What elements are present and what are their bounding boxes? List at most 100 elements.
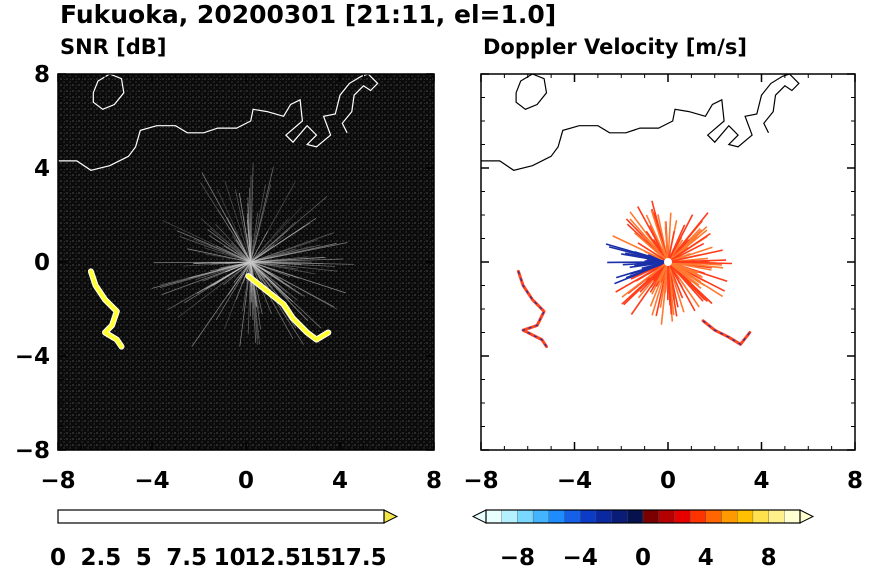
clutter-ray — [162, 220, 251, 263]
clutter-ray — [250, 229, 289, 263]
colorbar-swatch — [627, 509, 644, 524]
clutter-ray — [621, 261, 669, 298]
clutter-ray — [247, 203, 252, 263]
colorbar-tick-label: 15 — [299, 545, 331, 570]
clutter-ray — [250, 261, 300, 294]
colorbar-tick-label: 8 — [761, 545, 777, 570]
clutter-ray — [250, 261, 288, 294]
colorbar-swatch — [485, 509, 503, 524]
clutter-ray — [242, 215, 252, 263]
clutter-ray — [153, 261, 251, 264]
colorbar-swatch — [501, 509, 519, 524]
clutter-ray — [250, 261, 294, 339]
clutter-ray — [217, 209, 252, 263]
clutter-ray — [250, 261, 291, 277]
clutter-ray — [250, 261, 338, 272]
clutter-ray — [247, 197, 252, 263]
clutter-ray — [250, 261, 298, 301]
clutter-ray — [643, 261, 669, 265]
clutter-ray — [246, 213, 252, 263]
colorbar-swatch — [611, 509, 628, 524]
colorbar-tick-label: 12.5 — [244, 545, 301, 570]
clutter-ray — [250, 261, 260, 315]
clutter-ray — [667, 261, 703, 279]
colorbar-swatch — [674, 509, 691, 524]
clutter-ray — [637, 242, 669, 263]
clutter-ray — [250, 231, 269, 263]
colorbar-swatch — [595, 509, 613, 524]
clutter-ray — [211, 261, 251, 265]
colorbar-swatch — [532, 509, 550, 524]
clutter-ray — [195, 261, 251, 264]
clutter-ray — [242, 261, 252, 284]
x-tick-label: −8 — [40, 468, 75, 494]
clutter-ray — [250, 184, 272, 263]
x-tick-label: −4 — [557, 468, 592, 494]
clutter-ray — [250, 261, 338, 310]
clutter-ray — [664, 221, 669, 263]
clutter-ray — [250, 221, 296, 263]
doppler-coastline — [481, 74, 800, 171]
doppler-panel: −8 −4 0 4 8 — [463, 73, 863, 494]
colorbar-tick-label: 17.5 — [330, 545, 387, 570]
doppler-clutter-rays — [605, 200, 733, 325]
clutter-ray — [226, 217, 252, 263]
clutter-ray — [250, 261, 261, 330]
x-tick-label: 8 — [426, 468, 442, 494]
colorbar-extend-min — [471, 509, 487, 524]
clutter-ray — [250, 181, 296, 263]
y-tick-label: −4 — [15, 344, 50, 370]
clutter-ray — [250, 248, 297, 263]
clutter-ray — [209, 228, 251, 263]
y-tick-label: 4 — [34, 156, 50, 182]
colorbar-swatch — [548, 509, 566, 524]
clutter-ray — [667, 261, 733, 265]
colorbar-tick-label: 7.5 — [166, 545, 207, 570]
clutter-ray — [623, 261, 669, 306]
clutter-ray — [250, 236, 253, 263]
snr-island-outline — [92, 74, 125, 110]
clutter-ray — [642, 234, 669, 263]
x-tick-label: 0 — [238, 468, 254, 494]
figure-title: Fukuoka, 20200301 [21:11, el=1.0] — [60, 0, 557, 29]
clutter-ray — [250, 261, 274, 276]
clutter-ray — [216, 189, 252, 263]
clutter-ray — [176, 230, 251, 263]
colorbar-swatch — [689, 509, 707, 524]
clutter-ray — [250, 163, 254, 263]
clutter-ray — [605, 243, 669, 263]
snr-panel-title: SNR [dB] — [60, 35, 167, 59]
clutter-ray — [612, 235, 669, 263]
clutter-ray — [250, 261, 287, 267]
clutter-ray — [250, 184, 266, 263]
clutter-ray — [223, 261, 251, 286]
clutter-ray — [159, 261, 251, 286]
echo-west-negative-velocity — [517, 271, 547, 347]
clutter-ray — [250, 261, 262, 280]
clutter-ray — [250, 261, 291, 287]
clutter-ray — [250, 166, 274, 263]
y-tick-label: 8 — [34, 62, 50, 88]
colorbar-swatch — [517, 509, 534, 524]
colorbar-swatch — [768, 509, 785, 524]
colorbar-swatch — [642, 509, 660, 524]
clutter-ray — [667, 261, 685, 313]
snr-clutter-rays — [151, 163, 354, 347]
clutter-ray — [250, 261, 284, 282]
clutter-ray — [210, 261, 251, 272]
clutter-ray — [224, 180, 252, 263]
x-tick-label: −8 — [463, 468, 498, 494]
echo-southeast-negative-velocity — [702, 320, 751, 346]
clutter-ray — [200, 218, 251, 263]
clutter-ray — [250, 235, 285, 263]
clutter-ray — [667, 249, 723, 263]
snr-panel: −8 −4 0 4 8 8 4 0 −4 −8 — [15, 62, 442, 494]
clutter-ray — [667, 212, 672, 263]
snr-axis-ticks: −8 −4 0 4 8 8 4 0 −4 −8 — [15, 62, 442, 494]
clutter-ray — [250, 261, 289, 300]
clutter-ray — [250, 261, 270, 274]
clutter-ray — [223, 261, 252, 330]
clutter-ray — [667, 232, 711, 263]
clutter-ray — [179, 236, 251, 263]
